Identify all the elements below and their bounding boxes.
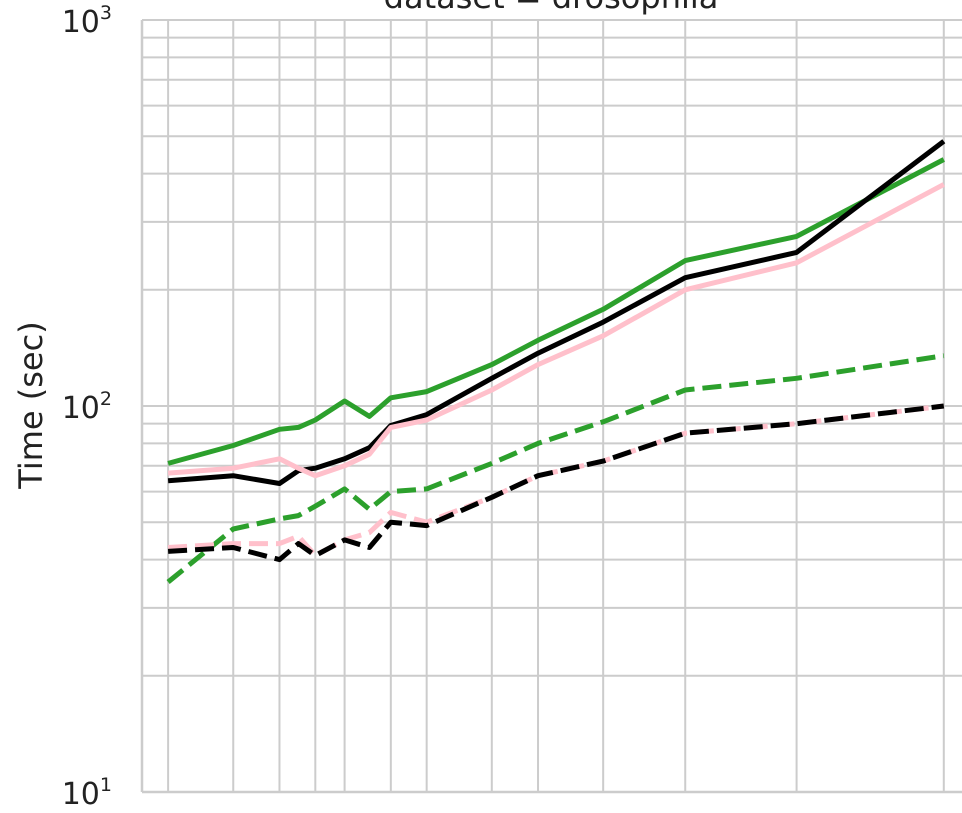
- series-line-6-dashed: [167, 403, 945, 563]
- series-line-3-solid: [167, 182, 945, 479]
- series-line-5-dashed: [167, 403, 945, 558]
- axes: [140, 20, 962, 794]
- series-line-1-solid: [167, 157, 945, 466]
- y-axis-label: Time (sec): [12, 321, 50, 489]
- y-tick-label: 101: [62, 774, 112, 812]
- series-line-2-solid: [167, 139, 946, 486]
- y-tick-label: 102: [62, 388, 112, 426]
- y-tick-label: 103: [62, 2, 112, 40]
- series-line-4-dashed: [166, 353, 945, 584]
- chart-title: dataset = drosophila: [384, 0, 719, 16]
- y-tick-labels: 101 102 103: [62, 2, 112, 812]
- series-group: [166, 139, 946, 584]
- grid: [142, 19, 962, 793]
